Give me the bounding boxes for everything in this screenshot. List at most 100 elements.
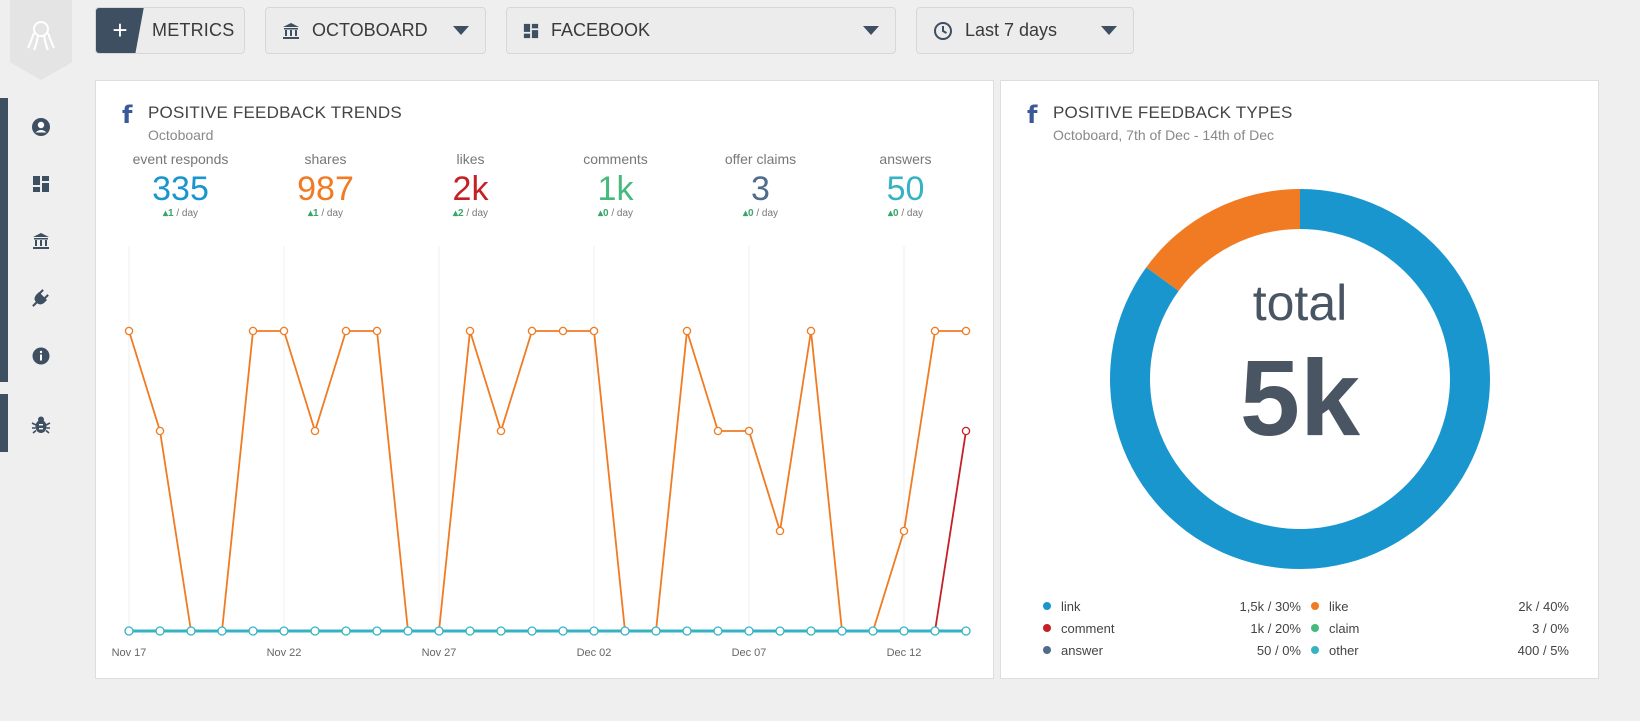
data-point[interactable]	[589, 626, 599, 636]
bank-icon	[33, 233, 49, 249]
sidebar-item-profile[interactable]	[30, 116, 52, 138]
dashboard-icon	[523, 23, 539, 38]
data-point[interactable]	[186, 626, 196, 636]
metric-likes[interactable]: likes 2k ▴2 / day	[398, 151, 543, 219]
data-point[interactable]	[310, 426, 320, 436]
data-point[interactable]	[465, 326, 475, 336]
data-point[interactable]	[341, 326, 351, 336]
legend-percent: 30%	[1274, 598, 1301, 614]
data-point[interactable]	[713, 626, 723, 636]
metrics-button[interactable]: + METRICS	[95, 7, 245, 54]
info-icon	[32, 347, 50, 365]
data-point[interactable]	[558, 326, 568, 336]
metric-delta: ▴0 / day	[833, 208, 978, 219]
data-point[interactable]	[961, 626, 971, 636]
legend-item-answer[interactable]: answer 50 / 0%	[1043, 641, 1301, 659]
data-point[interactable]	[961, 326, 971, 336]
legend-item-claim[interactable]: claim 3 / 0%	[1311, 619, 1569, 637]
data-point[interactable]	[403, 626, 413, 636]
data-point[interactable]	[124, 326, 134, 336]
data-point[interactable]	[279, 626, 289, 636]
data-point[interactable]	[434, 626, 444, 636]
legend-item-like[interactable]: like 2k / 40%	[1311, 597, 1569, 615]
data-point[interactable]	[806, 326, 816, 336]
metric-comments[interactable]: comments 1k ▴0 / day	[543, 151, 688, 219]
metric-delta: ▴1 / day	[108, 208, 253, 219]
data-point[interactable]	[248, 626, 258, 636]
plus-icon: +	[96, 8, 144, 53]
metric-event-responds[interactable]: event responds 335 ▴1 / day	[108, 151, 253, 219]
legend-item-comment[interactable]: comment 1k / 20%	[1043, 619, 1301, 637]
metric-name: event responds	[132, 151, 229, 167]
app-logo[interactable]	[10, 0, 72, 80]
positive-feedback-trends-widget: f POSITIVE FEEDBACK TRENDS Octoboard eve…	[95, 80, 994, 679]
data-point[interactable]	[527, 626, 537, 636]
metric-offer-claims[interactable]: offer claims 3 ▴0 / day	[688, 151, 833, 219]
data-point[interactable]	[899, 626, 909, 636]
data-point[interactable]	[279, 326, 289, 336]
data-point[interactable]	[930, 626, 940, 636]
data-point[interactable]	[217, 626, 227, 636]
data-point[interactable]	[899, 526, 909, 536]
data-point[interactable]	[496, 626, 506, 636]
legend-dot	[1043, 646, 1051, 654]
date-range-select[interactable]: Last 7 days	[916, 7, 1134, 54]
sidebar-item-integrations[interactable]	[30, 287, 52, 309]
board-select[interactable]: OCTOBOARD	[265, 7, 486, 54]
delta-unit: / day	[608, 208, 634, 219]
data-point[interactable]	[620, 626, 630, 636]
data-point[interactable]	[744, 426, 754, 436]
data-point[interactable]	[868, 626, 878, 636]
data-point[interactable]	[341, 626, 351, 636]
up-arrow-icon: ▴	[307, 208, 313, 219]
legend-value: 2k / 40%	[1518, 598, 1569, 614]
data-point[interactable]	[465, 626, 475, 636]
legend-dot	[1311, 646, 1319, 654]
metrics-button-label: METRICS	[152, 20, 235, 40]
sidebar-item-dashboards[interactable]	[30, 173, 52, 195]
data-point[interactable]	[806, 626, 816, 636]
sidebar-item-report-bug[interactable]	[30, 414, 52, 436]
data-point[interactable]	[775, 526, 785, 536]
donut-slice-like[interactable]	[1146, 189, 1300, 291]
data-point[interactable]	[124, 626, 134, 636]
data-point[interactable]	[651, 626, 661, 636]
data-point[interactable]	[961, 426, 971, 436]
data-point[interactable]	[527, 326, 537, 336]
data-point[interactable]	[744, 626, 754, 636]
data-point[interactable]	[713, 426, 723, 436]
data-point[interactable]	[775, 626, 785, 636]
metric-answers[interactable]: answers 50 ▴0 / day	[833, 151, 978, 219]
legend-item-link[interactable]: link 1,5k / 30%	[1043, 597, 1301, 615]
data-point[interactable]	[589, 326, 599, 336]
sidebar-item-info[interactable]	[30, 345, 52, 367]
legend-label: link	[1061, 598, 1081, 614]
data-point[interactable]	[248, 326, 258, 336]
source-select[interactable]: FACEBOOK	[506, 7, 896, 54]
legend-percent: 20%	[1274, 620, 1301, 636]
data-point[interactable]	[155, 426, 165, 436]
sidebar-active-accent	[0, 98, 8, 382]
data-point[interactable]	[310, 626, 320, 636]
legend-value: 50 / 0%	[1256, 642, 1301, 658]
legend-label: claim	[1329, 620, 1360, 636]
data-point[interactable]	[682, 626, 692, 636]
data-point[interactable]	[558, 626, 568, 636]
metric-shares[interactable]: shares 987 ▴1 / day	[253, 151, 398, 219]
legend-item-other[interactable]: other 400 / 5%	[1311, 641, 1569, 659]
data-point[interactable]	[496, 426, 506, 436]
sidebar-item-organisations[interactable]	[30, 230, 52, 252]
data-point[interactable]	[155, 626, 165, 636]
data-point[interactable]	[682, 326, 692, 336]
x-tick-label: Nov 17	[112, 647, 147, 659]
legend-value: 3 / 0%	[1532, 620, 1569, 636]
data-point[interactable]	[837, 626, 847, 636]
data-point[interactable]	[930, 326, 940, 336]
metric-name: shares	[304, 151, 347, 167]
data-point[interactable]	[372, 626, 382, 636]
series-line	[129, 430, 967, 632]
delta-unit: / day	[753, 208, 779, 219]
data-point[interactable]	[372, 326, 382, 336]
delta-value: 2	[458, 208, 464, 219]
source-select-label: FACEBOOK	[551, 20, 651, 40]
